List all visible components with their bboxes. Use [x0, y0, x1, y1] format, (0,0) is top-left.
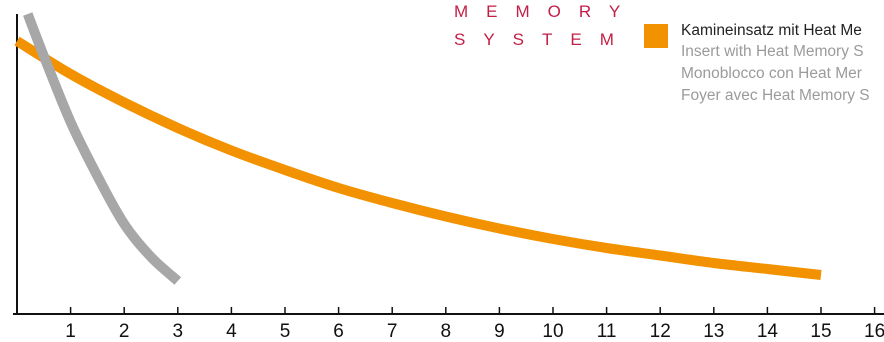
x-tick-label: 6 [333, 321, 344, 342]
legend-primary-label: Kamineinsatz mit Heat Me [681, 22, 862, 39]
series-line-comparison [23, 12, 182, 285]
x-tick-label: 7 [387, 321, 398, 342]
x-tick-label: 5 [280, 321, 291, 342]
x-tick-label: 1 [65, 321, 76, 342]
series-layer [14, 12, 822, 285]
brand-line-2: SYSTEM [454, 30, 632, 49]
x-tick-label: 4 [226, 321, 237, 342]
legend-secondary-label-1: Insert with Heat Memory S [681, 43, 864, 60]
series-line-heat-memory [14, 36, 822, 280]
x-tick-label: 10 [542, 321, 563, 342]
x-tick-label: 14 [757, 321, 779, 342]
legend-swatch [644, 24, 668, 48]
x-tick-label: 16 [864, 321, 884, 342]
brand-line-1: MEMORY [454, 2, 639, 21]
x-tick-label: 2 [119, 321, 130, 342]
legend-secondary-label-3: Foyer avec Heat Memory S [681, 87, 870, 104]
x-tick-label: 8 [441, 321, 452, 342]
x-tick-label: 12 [650, 321, 671, 342]
legend-text: Kamineinsatz mit Heat Me Insert with Hea… [681, 18, 884, 128]
x-axis-ticks: 1 2 3 4 5 6 7 8 9 10 11 12 13 14 15 16 [65, 307, 884, 342]
x-tick-label: 13 [703, 321, 724, 342]
x-tick-label: 15 [810, 321, 831, 342]
x-tick-label: 9 [494, 321, 505, 342]
legend-secondary-label-2: Monoblocco con Heat Mer [681, 65, 862, 82]
x-tick-label: 11 [597, 321, 617, 342]
x-tick-label: 3 [173, 321, 184, 342]
